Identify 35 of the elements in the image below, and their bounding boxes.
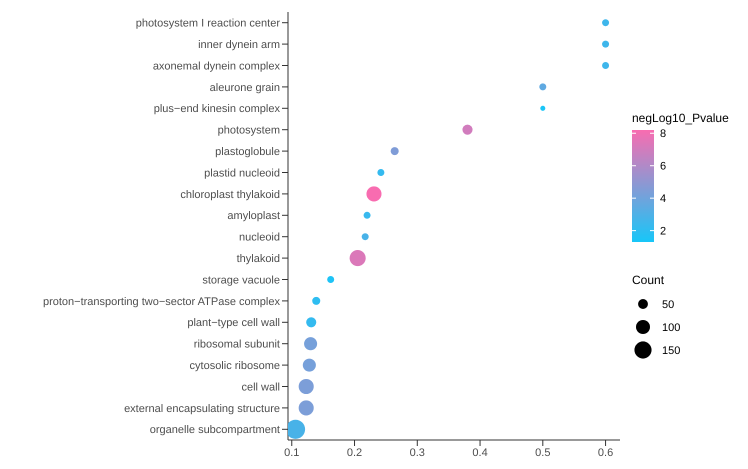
x-tick-label: 0.5 <box>535 446 550 459</box>
x-tick-label: 0.3 <box>410 446 425 459</box>
y-tick-label: cytosolic ribosome <box>190 360 280 372</box>
y-tick-label: aleurone grain <box>210 82 280 94</box>
y-tick-label: organelle subcompartment <box>150 424 280 436</box>
y-tick-label: photosystem I reaction center <box>136 18 280 30</box>
legend-label: 150 <box>662 345 680 357</box>
y-tick-label: thylakoid <box>236 253 280 266</box>
y-tick-label: proton−transporting two−sector ATPase complex <box>42 296 280 308</box>
x-tick-label: 0.2 <box>346 446 362 459</box>
color-bar-label: 6 <box>660 160 666 173</box>
x-tick-label: 0.4 <box>472 446 488 459</box>
y-tick-label: chloroplast thylakoid <box>180 188 280 201</box>
y-tick-label: plastid nucleoid <box>204 167 280 180</box>
x-tick-label: 0.1 <box>284 446 300 459</box>
color-bar-title: negLog10_Pvalue <box>632 111 730 125</box>
y-tick-label: nucleoid <box>239 232 280 244</box>
y-tick-label: plastoglobule <box>215 146 280 158</box>
y-tick-label: external encapsulating structure <box>124 402 280 415</box>
legend-label: 50 <box>662 299 674 311</box>
legend-label: 100 <box>662 322 680 334</box>
y-tick-label: ribosomal subunit <box>194 338 280 351</box>
color-bar-label: 2 <box>660 226 666 238</box>
y-tick-label: storage vacuole <box>202 274 280 286</box>
y-tick-label: plant−type cell wall <box>187 317 280 330</box>
y-tick-label: amyloplast <box>227 210 280 222</box>
y-tick-label: axonemal dynein complex <box>152 60 280 72</box>
y-tick-label: cell wall <box>241 381 280 394</box>
y-tick-label: inner dynein arm <box>198 39 280 52</box>
y-tick-label: photosystem <box>218 124 280 137</box>
color-bar-label: 4 <box>660 193 666 206</box>
y-tick-label: plus−end kinesin complex <box>154 103 280 116</box>
legend-title: Count <box>632 273 665 287</box>
x-tick-label: 0.6 <box>598 446 614 459</box>
color-bar-label: 8 <box>660 128 666 140</box>
